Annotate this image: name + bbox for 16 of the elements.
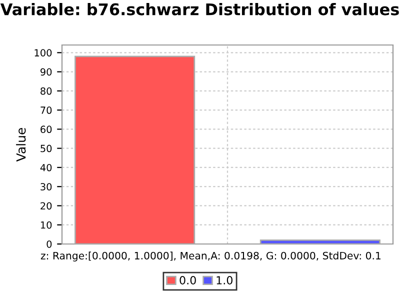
y-tick-label: 20 (40, 202, 52, 210)
y-tick-label: 0 (46, 240, 52, 248)
legend-label: 1.0 (216, 276, 232, 284)
legend-label: 0.0 (180, 276, 196, 284)
y-tick-label: 30 (40, 183, 52, 190)
y-tick-label: 40 (40, 164, 52, 172)
y-tick-label: 80 (40, 87, 52, 95)
y-tick-label: 70 (40, 106, 52, 114)
chart-title: Variable: b76.schwarz Distribution of values (0, 3, 399, 16)
y-tick-label: 90 (40, 68, 52, 76)
x-axis-title: z: Range:[0.0000, 1.0000], Mean,A: 0.0198, G: 0.0000, StdDev: 0.1 (40, 252, 380, 262)
y-tick-label: 60 (40, 126, 52, 134)
y-tick-label: 100 (34, 49, 52, 56)
y-tick-label: 50 (40, 144, 52, 152)
y-axis-title: Value (16, 128, 26, 162)
y-tick-label: 10 (40, 221, 52, 229)
